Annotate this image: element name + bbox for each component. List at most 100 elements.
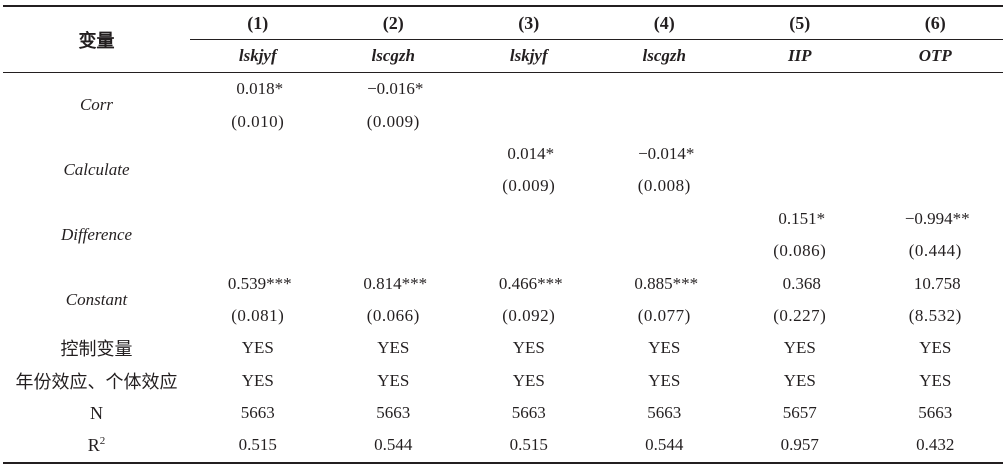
cell-value: YES — [377, 338, 410, 358]
table-row-fixed-effects: 年份效应、个体效应 YES YES YES YES YES YES — [3, 365, 1003, 397]
r2-base: R — [87, 434, 100, 455]
row-label-calculate: Calculate — [63, 160, 130, 180]
table-row-r2: R2 0.515 0.544 0.515 0.544 0.957 0.432 — [3, 429, 1003, 463]
table-row-constant-coef: Constant 0.539*** 0.814*** 0.466*** 0.88… — [3, 267, 1003, 309]
cell-coef — [732, 138, 868, 170]
cell-value: 5663 — [647, 403, 682, 423]
table-body: Corr 0.018* −0.016* (0.010) (0.009) Calc… — [3, 73, 1003, 463]
cell-coef — [190, 138, 326, 170]
cell-value: YES — [241, 338, 274, 358]
table-row-corr-se: (0.010) (0.009) — [3, 105, 1003, 137]
cell-coef: 0.539*** — [227, 273, 292, 293]
cell-se — [732, 170, 868, 202]
cell-se: (0.086) — [773, 241, 827, 261]
table-row-calculate-coef: Calculate 0.014* −0.014* — [3, 138, 1004, 179]
cell-coef: 0.814*** — [363, 273, 428, 293]
r2-superscript: 2 — [99, 434, 106, 447]
dep-var-col-3: lskjyf — [461, 39, 597, 73]
cell-coef: −0.016* — [367, 79, 424, 99]
cell-value: 0.544 — [374, 435, 413, 455]
dep-var-col-5: IIP — [732, 39, 868, 73]
cell-coef — [868, 138, 1004, 170]
cell-coef: −0.014* — [638, 143, 695, 163]
cell-coef — [732, 73, 868, 106]
table-row-constant-se: (0.081) (0.066) (0.092) (0.077) (0.227) … — [3, 300, 1003, 332]
cell-value: 5663 — [511, 403, 546, 423]
cell-value: YES — [648, 338, 681, 358]
row-label-n: N — [90, 402, 103, 423]
cell-coef — [326, 138, 462, 170]
regression-table-container: 变量 (1) (2) (3) (4) (5) (6) lskjyf lscgzh… — [0, 5, 1006, 471]
cell-value: YES — [241, 370, 274, 390]
cell-coef — [461, 73, 597, 106]
cell-coef: 0.368 — [782, 273, 821, 293]
row-label-corr: Corr — [79, 95, 114, 115]
cell-se: (0.009) — [502, 176, 556, 196]
cell-value: 0.544 — [645, 435, 684, 455]
dep-var-col-2: lscgzh — [325, 39, 461, 73]
cell-se — [326, 170, 462, 202]
cell-coef — [326, 203, 462, 235]
cell-se — [326, 235, 462, 267]
cell-se: (0.081) — [231, 305, 285, 325]
cell-coef: 0.466*** — [498, 273, 563, 293]
header-col-3: (3) — [518, 12, 540, 33]
header-col-5: (5) — [789, 12, 811, 33]
cell-se — [190, 235, 326, 267]
cell-value: YES — [377, 370, 410, 390]
header-variable: 变量 — [78, 30, 115, 51]
cell-coef: 0.885*** — [634, 273, 699, 293]
cell-se — [461, 105, 597, 137]
header-col-2: (2) — [382, 12, 404, 33]
row-label-difference: Difference — [60, 224, 133, 244]
row-label-fixed-effects: 年份效应、个体效应 — [15, 371, 178, 392]
cell-se: (0.444) — [908, 241, 962, 261]
table-row-corr-coef: Corr 0.018* −0.016* — [3, 73, 1004, 114]
cell-value: 5663 — [240, 403, 275, 423]
cell-value: YES — [783, 338, 816, 358]
cell-coef: −0.994** — [904, 208, 970, 228]
cell-value: YES — [783, 370, 816, 390]
cell-se: (0.092) — [502, 305, 556, 325]
cell-coef: 10.758 — [913, 273, 961, 293]
header-row-dependent-vars: lskjyf lscgzh lskjyf lscgzh IIP OTP — [3, 39, 1003, 73]
table-row-controls: 控制变量 YES YES YES YES YES YES — [3, 332, 1003, 364]
cell-se: (0.227) — [773, 305, 827, 325]
cell-se: (0.008) — [637, 176, 691, 196]
cell-coef — [461, 203, 597, 235]
cell-se — [190, 170, 326, 202]
cell-coef — [597, 203, 733, 235]
cell-coef: 0.151* — [778, 208, 826, 228]
cell-se — [597, 235, 733, 267]
cell-coef — [190, 203, 326, 235]
header-col-1: (1) — [247, 12, 269, 33]
regression-table: 变量 (1) (2) (3) (4) (5) (6) lskjyf lscgzh… — [3, 5, 1003, 464]
cell-value: YES — [919, 338, 952, 358]
row-label-r2: R2 — [3, 429, 190, 462]
table-row-n: N 5663 5663 5663 5663 5657 5663 — [3, 397, 1003, 429]
cell-value: YES — [512, 338, 545, 358]
cell-se — [461, 235, 597, 267]
cell-se: (0.009) — [366, 111, 420, 131]
cell-value: 0.515 — [238, 435, 277, 455]
cell-se: (0.077) — [637, 305, 691, 325]
header-col-4: (4) — [653, 12, 675, 33]
row-label-controls: 控制变量 — [60, 339, 133, 360]
table-row-calculate-se: (0.009) (0.008) — [3, 170, 1003, 202]
cell-value: YES — [512, 370, 545, 390]
dep-var-col-4: lscgzh — [596, 39, 732, 73]
cell-se — [597, 105, 733, 137]
table-row-difference-se: (0.086) (0.444) — [3, 235, 1003, 267]
dep-var-col-1: lskjyf — [190, 39, 326, 73]
cell-value: 0.515 — [509, 435, 548, 455]
cell-coef: 0.014* — [507, 143, 555, 163]
cell-se — [732, 105, 868, 137]
cell-value: 5663 — [918, 403, 953, 423]
cell-se — [868, 170, 1004, 202]
dep-var-col-6: OTP — [867, 39, 1003, 73]
cell-se: (8.532) — [908, 305, 962, 325]
cell-value: 0.957 — [780, 435, 819, 455]
cell-value: YES — [919, 370, 952, 390]
cell-coef — [868, 73, 1004, 106]
cell-se: (0.010) — [231, 111, 285, 131]
